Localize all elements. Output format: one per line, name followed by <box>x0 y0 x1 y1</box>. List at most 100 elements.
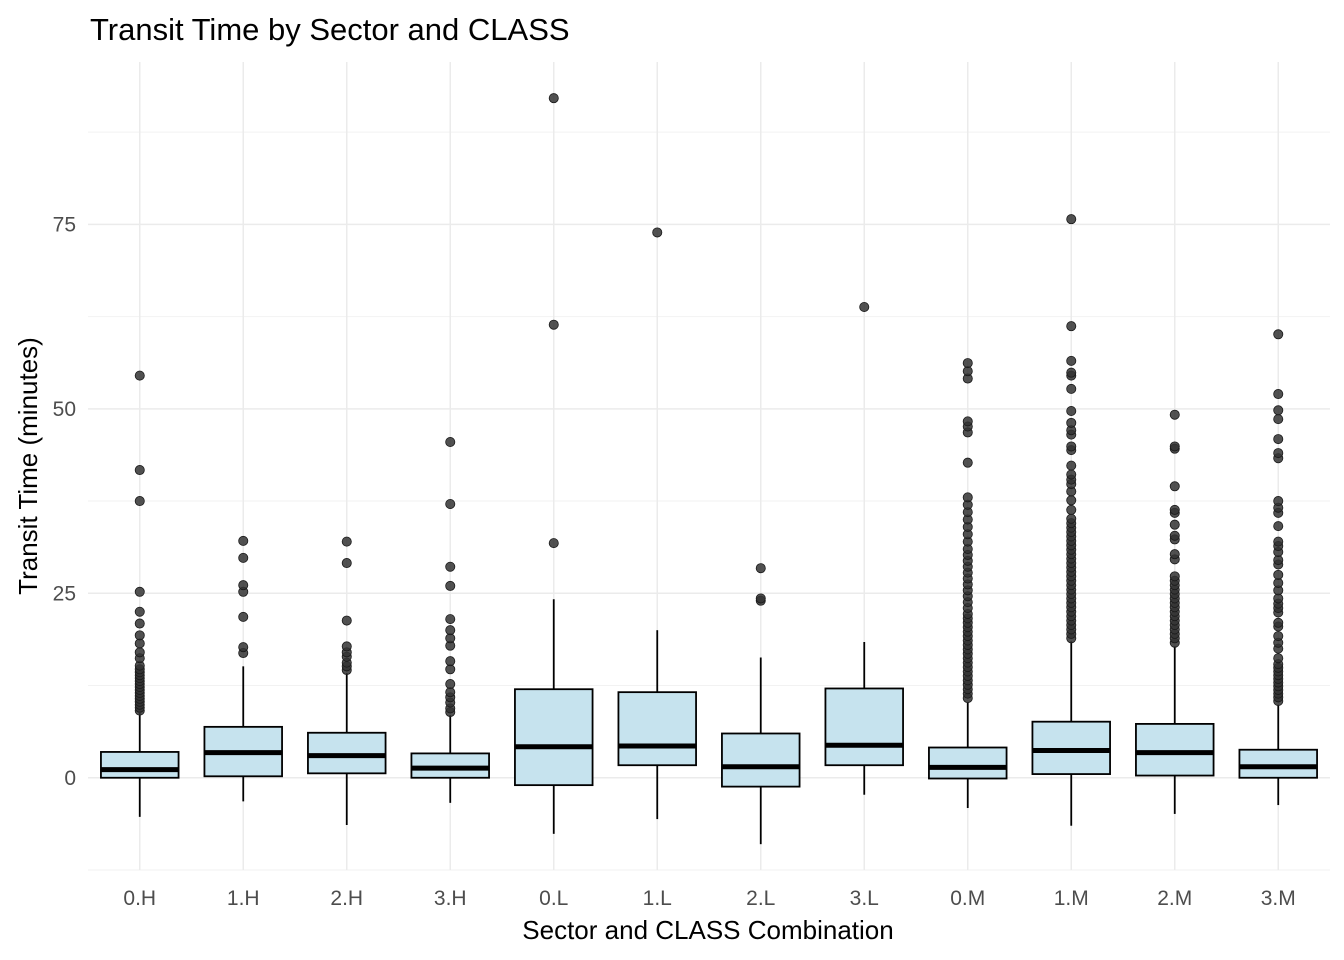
box-1.H <box>203 535 283 802</box>
outlier-point <box>1169 549 1180 560</box>
outlier-point <box>238 642 249 653</box>
outlier-point <box>1066 355 1077 366</box>
box-iqr <box>824 687 904 767</box>
outlier-point <box>445 625 456 636</box>
box-iqr <box>410 752 490 779</box>
outlier-point <box>1066 321 1077 332</box>
box-2.L <box>721 563 801 845</box>
box-0.L <box>514 93 594 834</box>
box-iqr <box>1135 722 1215 777</box>
outlier-point <box>1273 389 1284 400</box>
outlier-point <box>445 656 456 667</box>
outlier-point <box>1066 383 1077 394</box>
x-tick-label: 2.M <box>1157 887 1192 910</box>
box-0.H <box>100 370 180 817</box>
outlier-point <box>1169 571 1180 582</box>
outlier-point <box>1169 481 1180 492</box>
box-iqr <box>1031 720 1111 775</box>
outlier-point <box>445 614 456 625</box>
outlier-point <box>1273 329 1284 340</box>
outlier-point <box>134 606 145 617</box>
outlier-point <box>755 593 766 604</box>
outlier-point <box>445 561 456 572</box>
x-tick-label: 2.H <box>330 887 363 910</box>
outlier-point <box>238 535 249 546</box>
outlier-point <box>1066 513 1077 524</box>
outlier-point <box>445 580 456 591</box>
outlier-point <box>1066 417 1077 428</box>
y-axis-title: Transit Time (minutes) <box>13 337 43 595</box>
box-1.L <box>617 227 697 820</box>
x-tick-label: 0.M <box>950 887 985 910</box>
outlier-point <box>1169 530 1180 541</box>
outlier-point <box>1066 367 1077 378</box>
x-tick-label: 3.M <box>1261 887 1296 910</box>
x-tick-label: 1.H <box>227 887 260 910</box>
outlier-point <box>134 618 145 629</box>
outlier-point <box>1273 569 1284 580</box>
box-iqr <box>100 751 180 779</box>
outlier-point <box>962 492 973 503</box>
outlier-point <box>755 563 766 574</box>
outlier-point <box>1273 536 1284 547</box>
outlier-point <box>238 580 249 591</box>
outlier-point <box>1066 495 1077 506</box>
x-axis-title: Sector and CLASS Combination <box>522 915 893 945</box>
x-tick-label: 1.M <box>1054 887 1089 910</box>
x-tick-label: 3.L <box>850 887 879 910</box>
outlier-point <box>1066 214 1077 225</box>
outlier-point <box>1169 504 1180 515</box>
box-iqr <box>1238 748 1318 779</box>
outlier-point <box>962 416 973 427</box>
box-3.M <box>1238 329 1318 806</box>
outlier-point <box>1273 405 1284 416</box>
x-tick-label: 0.H <box>123 887 156 910</box>
y-tick-label: 25 <box>53 582 76 605</box>
outlier-point <box>134 586 145 597</box>
y-tick-label: 50 <box>53 398 76 421</box>
x-tick-label: 0.L <box>539 887 568 910</box>
outlier-point <box>238 611 249 622</box>
outlier-point <box>1273 653 1284 664</box>
outlier-point <box>1273 496 1284 507</box>
x-tick-labels: 0.H 1.H 2.H 3.H 0.L 1.L 2.L 3.L 0.M 1.M 2.M 3.M <box>123 887 1295 910</box>
x-tick-label: 3.H <box>434 887 467 910</box>
box-iqr <box>617 691 697 767</box>
box-iqr <box>514 688 594 787</box>
chart-title: Transit Time by Sector and CLASS <box>90 12 570 47</box>
outlier-point <box>1066 460 1077 471</box>
outlier-point <box>1273 631 1284 642</box>
outlier-point <box>134 647 145 658</box>
outlier-point <box>445 679 456 690</box>
outlier-point <box>962 358 973 369</box>
box-3.H <box>410 437 490 803</box>
outlier-point <box>134 465 145 476</box>
outlier-point <box>548 93 559 104</box>
outlier-point <box>1066 441 1077 452</box>
box-1.M <box>1031 214 1111 826</box>
box-iqr <box>721 732 801 788</box>
outlier-point <box>341 536 352 547</box>
outlier-point <box>1169 409 1180 420</box>
box-2.H <box>307 536 387 825</box>
outlier-point <box>238 552 249 563</box>
box-iqr <box>307 731 387 775</box>
outlier-point <box>341 558 352 569</box>
boxes-layer <box>100 93 1318 845</box>
outlier-point <box>1066 469 1077 480</box>
box-0.M <box>928 358 1008 809</box>
x-tick-label: 2.L <box>746 887 775 910</box>
outlier-point <box>652 227 663 238</box>
box-2.M <box>1135 409 1215 814</box>
outlier-point <box>1273 521 1284 532</box>
y-tick-labels: 0 25 50 75 <box>53 213 76 789</box>
outlier-point <box>1273 448 1284 459</box>
y-tick-label: 75 <box>53 213 76 236</box>
outlier-point <box>548 319 559 330</box>
outlier-point <box>341 615 352 626</box>
outlier-point <box>1273 434 1284 445</box>
outlier-point <box>1066 406 1077 417</box>
outlier-point <box>1066 504 1077 515</box>
outlier-point <box>1273 617 1284 628</box>
